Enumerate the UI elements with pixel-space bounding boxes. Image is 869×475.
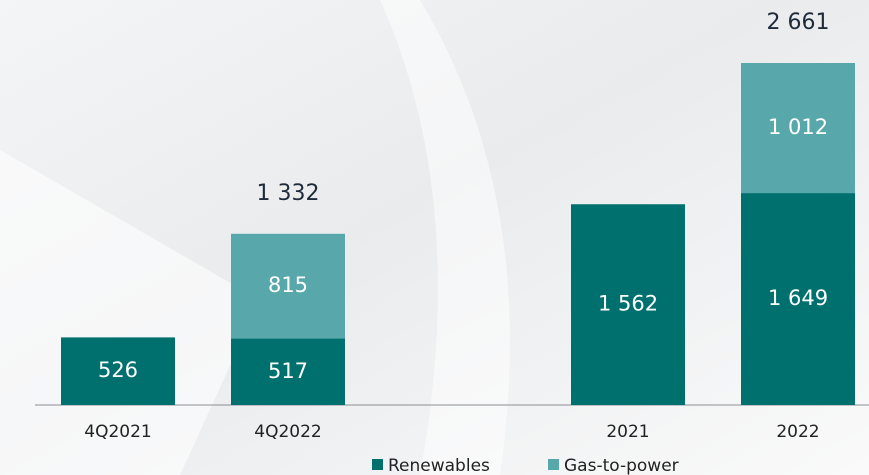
legend-label: Renewables <box>388 456 490 475</box>
value-label: 517 <box>268 359 308 383</box>
legend-swatch <box>548 459 559 470</box>
legend-label: Gas-to-power <box>564 456 679 475</box>
x-tick-label: 4Q2022 <box>254 422 321 442</box>
chart: 4Q2021 526 4Q2022 517 815 1 332 2021 1 562 2022 1… <box>0 0 869 475</box>
value-label: 1 012 <box>768 115 828 139</box>
legend-swatch <box>372 459 383 470</box>
value-label: 526 <box>98 358 138 382</box>
total-label: 1 332 <box>257 181 320 206</box>
x-tick-label: 2021 <box>606 422 649 442</box>
page: 4Q2021 526 4Q2022 517 815 1 332 2021 1 562 2022 1… <box>0 0 869 475</box>
x-tick-label: 2022 <box>776 422 819 442</box>
value-label: 815 <box>268 273 308 297</box>
value-label: 1 562 <box>598 292 658 316</box>
value-label: 1 649 <box>768 286 828 310</box>
x-tick-label: 4Q2021 <box>84 422 151 442</box>
total-label: 2 661 <box>767 10 830 35</box>
